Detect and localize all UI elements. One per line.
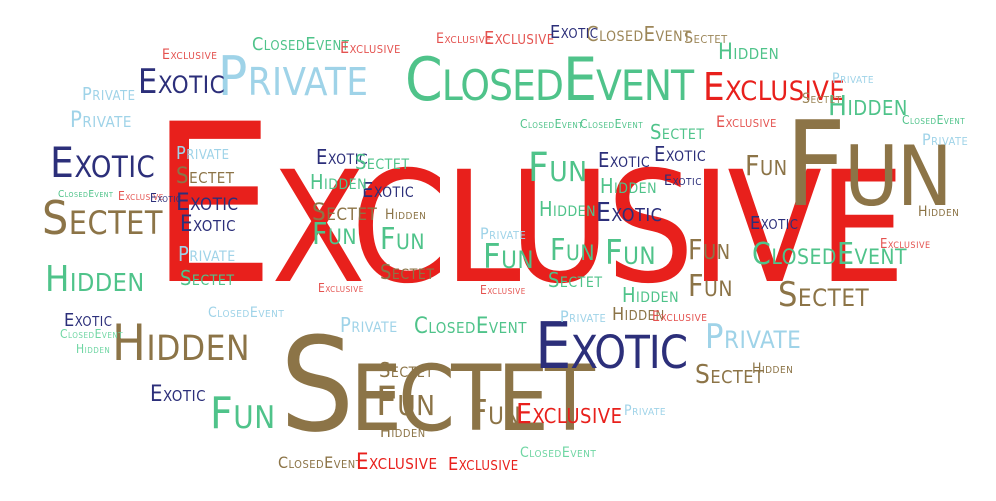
word-fun-inner-2: Fun: [312, 217, 357, 252]
word-exotic-large: Exotic: [535, 310, 688, 384]
word-sectet-inner-5: Sectet: [180, 266, 235, 290]
word-closedevent-inner-2: ClosedEvent: [252, 34, 350, 55]
word-hidden-small-2: Hidden: [752, 361, 794, 377]
word-private-mid-1: Private: [705, 317, 802, 357]
word-fun-inner-7: Fun: [688, 233, 731, 266]
word-hidden-inner-3: Hidden: [600, 174, 658, 198]
word-fun-large: Fun: [785, 95, 953, 233]
word-hidden-inner-1: Hidden: [310, 170, 368, 194]
word-fun-mid-3: Fun: [470, 393, 522, 433]
word-sectet-inner-4: Sectet: [355, 150, 410, 174]
word-private-small-1: Private: [82, 84, 136, 105]
word-exclusive-small-2: Exclusive: [340, 38, 401, 57]
word-sectet-mid-2: Sectet: [778, 275, 870, 315]
word-private-large: Private: [218, 45, 369, 108]
word-exclusive-small-4: Exclusive: [484, 28, 555, 49]
word-exclusive-small-5: Exclusive: [716, 112, 777, 131]
word-sectet-inner-7: Sectet: [650, 120, 705, 144]
word-fun-mid-2: Fun: [376, 379, 436, 425]
word-exotic-small-1: Exotic: [550, 22, 599, 43]
word-private-small-2: Private: [70, 108, 132, 133]
word-hidden-mid-3: Hidden: [718, 40, 780, 65]
word-sectet-small-2: Sectet: [802, 91, 842, 107]
word-exclusive-small-9: Exclusive: [480, 283, 526, 297]
word-hidden-mid-2: Hidden: [828, 89, 908, 122]
word-sectet-inner-1: Sectet: [176, 164, 235, 189]
word-hidden-small-3: Hidden: [76, 342, 111, 356]
word-sectet-inner-3: Sectet: [380, 260, 435, 284]
word-closedevent-small-1: ClosedEvent: [58, 189, 114, 200]
word-exclusive-small-10: Exclusive: [652, 309, 708, 325]
word-fun-inner-6: Fun: [605, 233, 657, 273]
word-exclusive-small-7: Exclusive: [118, 189, 164, 203]
word-exotic-inner-5: Exotic: [596, 198, 663, 228]
word-exotic-inner-8: Exotic: [750, 213, 799, 234]
word-private-inner-1: Private: [176, 143, 230, 164]
word-closedevent-inner-5: ClosedEvent: [520, 117, 584, 131]
word-exclusive-main: Exclusive: [150, 77, 906, 333]
word-exotic-mid-2: Exotic: [138, 62, 226, 102]
word-fun-inner-3: Fun: [380, 222, 425, 257]
word-hidden-mid-1: Hidden: [45, 259, 145, 300]
word-hidden-inner-2: Hidden: [539, 197, 597, 221]
word-closedevent-inner-1: ClosedEvent: [414, 314, 528, 339]
word-hidden-inner-5: Hidden: [612, 304, 665, 325]
word-exotic-mid-1: Exotic: [50, 138, 156, 187]
word-exotic-inner-2: Exotic: [362, 178, 415, 202]
word-private-inner-5: Private: [560, 307, 607, 326]
word-sectet-mid-3: Sectet: [695, 360, 765, 390]
word-hidden-large: Hidden: [112, 314, 251, 372]
word-hidden-small-1: Hidden: [918, 204, 960, 220]
word-exclusive-mid-2: Exclusive: [516, 397, 623, 430]
word-fun-inner-1: Fun: [528, 145, 588, 191]
word-closedevent-large: ClosedEvent: [405, 45, 694, 115]
word-exclusive-small-6: Exclusive: [880, 237, 931, 252]
word-closedevent-small-2: ClosedEvent: [902, 113, 966, 127]
word-private-small-4: Private: [922, 130, 969, 149]
word-closedevent-mid-1: ClosedEvent: [752, 237, 908, 272]
word-exclusive-small-1: Exclusive: [162, 47, 218, 63]
word-sectet-small-1: Sectet: [684, 28, 728, 47]
word-private-inner-3: Private: [480, 224, 527, 243]
word-fun-mid-1: Fun: [210, 388, 276, 439]
word-exclusive-small-3: Exclusive: [436, 31, 492, 47]
word-closedevent-inner-8: ClosedEvent: [520, 445, 597, 461]
word-hidden-inner-7: Hidden: [380, 422, 426, 441]
word-private-small-3: Private: [832, 71, 875, 87]
word-hidden-inner-6: Hidden: [385, 207, 427, 223]
word-closedevent-inner-7: ClosedEvent: [278, 453, 363, 472]
word-exotic-small-5: Exotic: [664, 173, 702, 189]
word-exclusive-small-8: Exclusive: [318, 281, 364, 295]
word-exotic-inner-7: Exotic: [654, 142, 707, 166]
word-sectet-mid-1: Sectet: [42, 191, 163, 245]
word-fun-inner-9: Fun: [745, 149, 788, 182]
word-sectet-inner-8: Sectet: [379, 358, 434, 382]
word-fun-inner-5: Fun: [550, 233, 595, 268]
word-closedevent-inner-4: ClosedEvent: [586, 22, 692, 46]
word-exotic-inner-4: Exotic: [180, 212, 237, 237]
word-private-inner-2: Private: [178, 242, 236, 266]
word-exotic-inner-6: Exotic: [598, 148, 651, 172]
word-private-small-5: Private: [624, 403, 667, 419]
word-exclusive-small-12: Exclusive: [448, 454, 519, 475]
word-exotic-small-3: Exotic: [150, 382, 207, 407]
word-sectet-inner-6: Sectet: [548, 268, 603, 292]
word-sectet-large: Sectet: [280, 309, 595, 461]
word-fun-inner-4: Fun: [483, 237, 535, 277]
word-hidden-inner-4: Hidden: [622, 283, 680, 307]
word-private-inner-4: Private: [340, 313, 398, 337]
word-exotic-small-4: Exotic: [150, 191, 182, 205]
word-exclusive-mid: Exclusive: [703, 65, 846, 109]
word-closedevent-inner-6: ClosedEvent: [580, 117, 644, 131]
word-exotic-small-2: Exotic: [64, 310, 113, 331]
word-closedevent-inner-3: ClosedEvent: [208, 305, 285, 321]
word-exclusive-small-11: Exclusive: [356, 450, 438, 475]
word-closedevent-small-3: ClosedEvent: [60, 327, 124, 341]
word-exotic-inner-1: Exotic: [316, 145, 369, 169]
word-sectet-inner-2: Sectet: [312, 198, 378, 226]
word-fun-inner-8: Fun: [688, 269, 733, 304]
word-exotic-inner-3: Exotic: [176, 188, 239, 216]
